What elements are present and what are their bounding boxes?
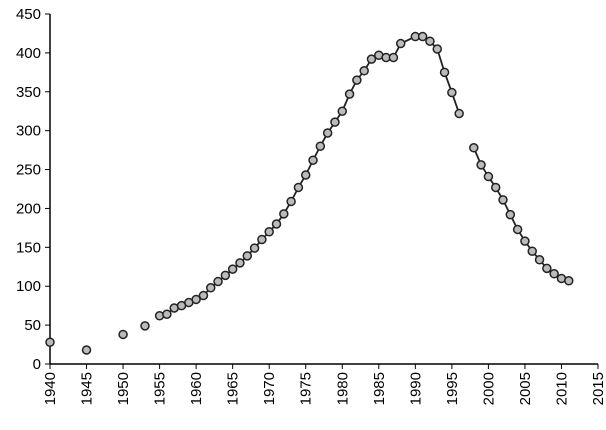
y-tick-label: 450 xyxy=(16,6,41,23)
y-tick-label: 200 xyxy=(16,200,41,217)
x-tick-label: 1950 xyxy=(115,372,132,405)
x-tick-label: 1985 xyxy=(371,372,388,405)
y-tick-label: 150 xyxy=(16,239,41,256)
marker xyxy=(344,89,355,99)
marker xyxy=(205,283,216,293)
x-tick-label: 1990 xyxy=(407,372,424,405)
y-tick-label: 0 xyxy=(33,356,41,373)
marker xyxy=(359,66,369,76)
marker xyxy=(337,106,348,116)
marker xyxy=(300,170,311,180)
marker xyxy=(293,182,304,193)
x-tick-label: 1970 xyxy=(261,372,278,405)
x-tick-label: 1965 xyxy=(225,372,242,405)
marker xyxy=(549,269,559,279)
marker xyxy=(198,290,209,301)
marker xyxy=(315,141,326,151)
marker xyxy=(527,246,537,256)
x-tick-label: 1980 xyxy=(334,372,351,405)
marker xyxy=(498,195,508,205)
x-tick-label: 1975 xyxy=(298,372,315,405)
x-tick-label: 1945 xyxy=(79,372,96,405)
marker xyxy=(330,117,340,127)
x-tick-label: 2000 xyxy=(480,372,497,405)
marker xyxy=(366,54,377,64)
marker xyxy=(118,329,128,340)
marker xyxy=(279,209,289,219)
marker xyxy=(439,67,450,78)
y-tick-label: 300 xyxy=(16,123,41,140)
marker xyxy=(388,52,399,63)
marker xyxy=(271,219,282,229)
x-tick-label: 1995 xyxy=(444,372,461,405)
y-tick-label: 250 xyxy=(16,162,41,179)
marker xyxy=(213,276,223,287)
marker xyxy=(564,276,574,286)
y-tick-label: 350 xyxy=(16,84,41,101)
x-tick-label: 2010 xyxy=(553,372,570,405)
marker xyxy=(308,155,318,165)
x-tick-label: 1940 xyxy=(42,372,59,405)
marker xyxy=(140,321,150,331)
marker xyxy=(264,227,274,237)
marker xyxy=(395,38,406,49)
marker xyxy=(81,345,92,355)
marker xyxy=(257,234,267,245)
marker xyxy=(432,44,443,54)
marker xyxy=(162,309,172,319)
marker xyxy=(227,264,238,274)
marker xyxy=(534,255,545,265)
marker xyxy=(476,160,486,170)
marker xyxy=(45,337,55,347)
y-tick-label: 50 xyxy=(24,317,41,334)
marker xyxy=(249,243,260,253)
marker xyxy=(352,75,362,85)
marker xyxy=(220,270,231,281)
marker xyxy=(469,143,479,153)
marker xyxy=(242,251,253,261)
x-tick-label: 1955 xyxy=(152,372,169,405)
marker xyxy=(512,224,523,235)
marker xyxy=(490,182,501,193)
x-tick-label: 1960 xyxy=(188,372,205,405)
y-tick-label: 400 xyxy=(16,45,41,62)
marker xyxy=(286,196,296,207)
marker xyxy=(454,108,464,119)
marker xyxy=(425,36,435,46)
x-tick-label: 2015 xyxy=(590,372,606,405)
marker xyxy=(417,31,428,42)
x-tick-label: 2005 xyxy=(517,372,534,405)
marker xyxy=(505,209,516,220)
marker xyxy=(322,128,333,138)
marker xyxy=(191,294,201,305)
marker xyxy=(235,258,245,268)
marker xyxy=(483,171,494,182)
marker xyxy=(447,87,457,98)
marker xyxy=(520,236,530,246)
marker xyxy=(542,263,552,274)
y-tick-label: 100 xyxy=(16,278,41,295)
